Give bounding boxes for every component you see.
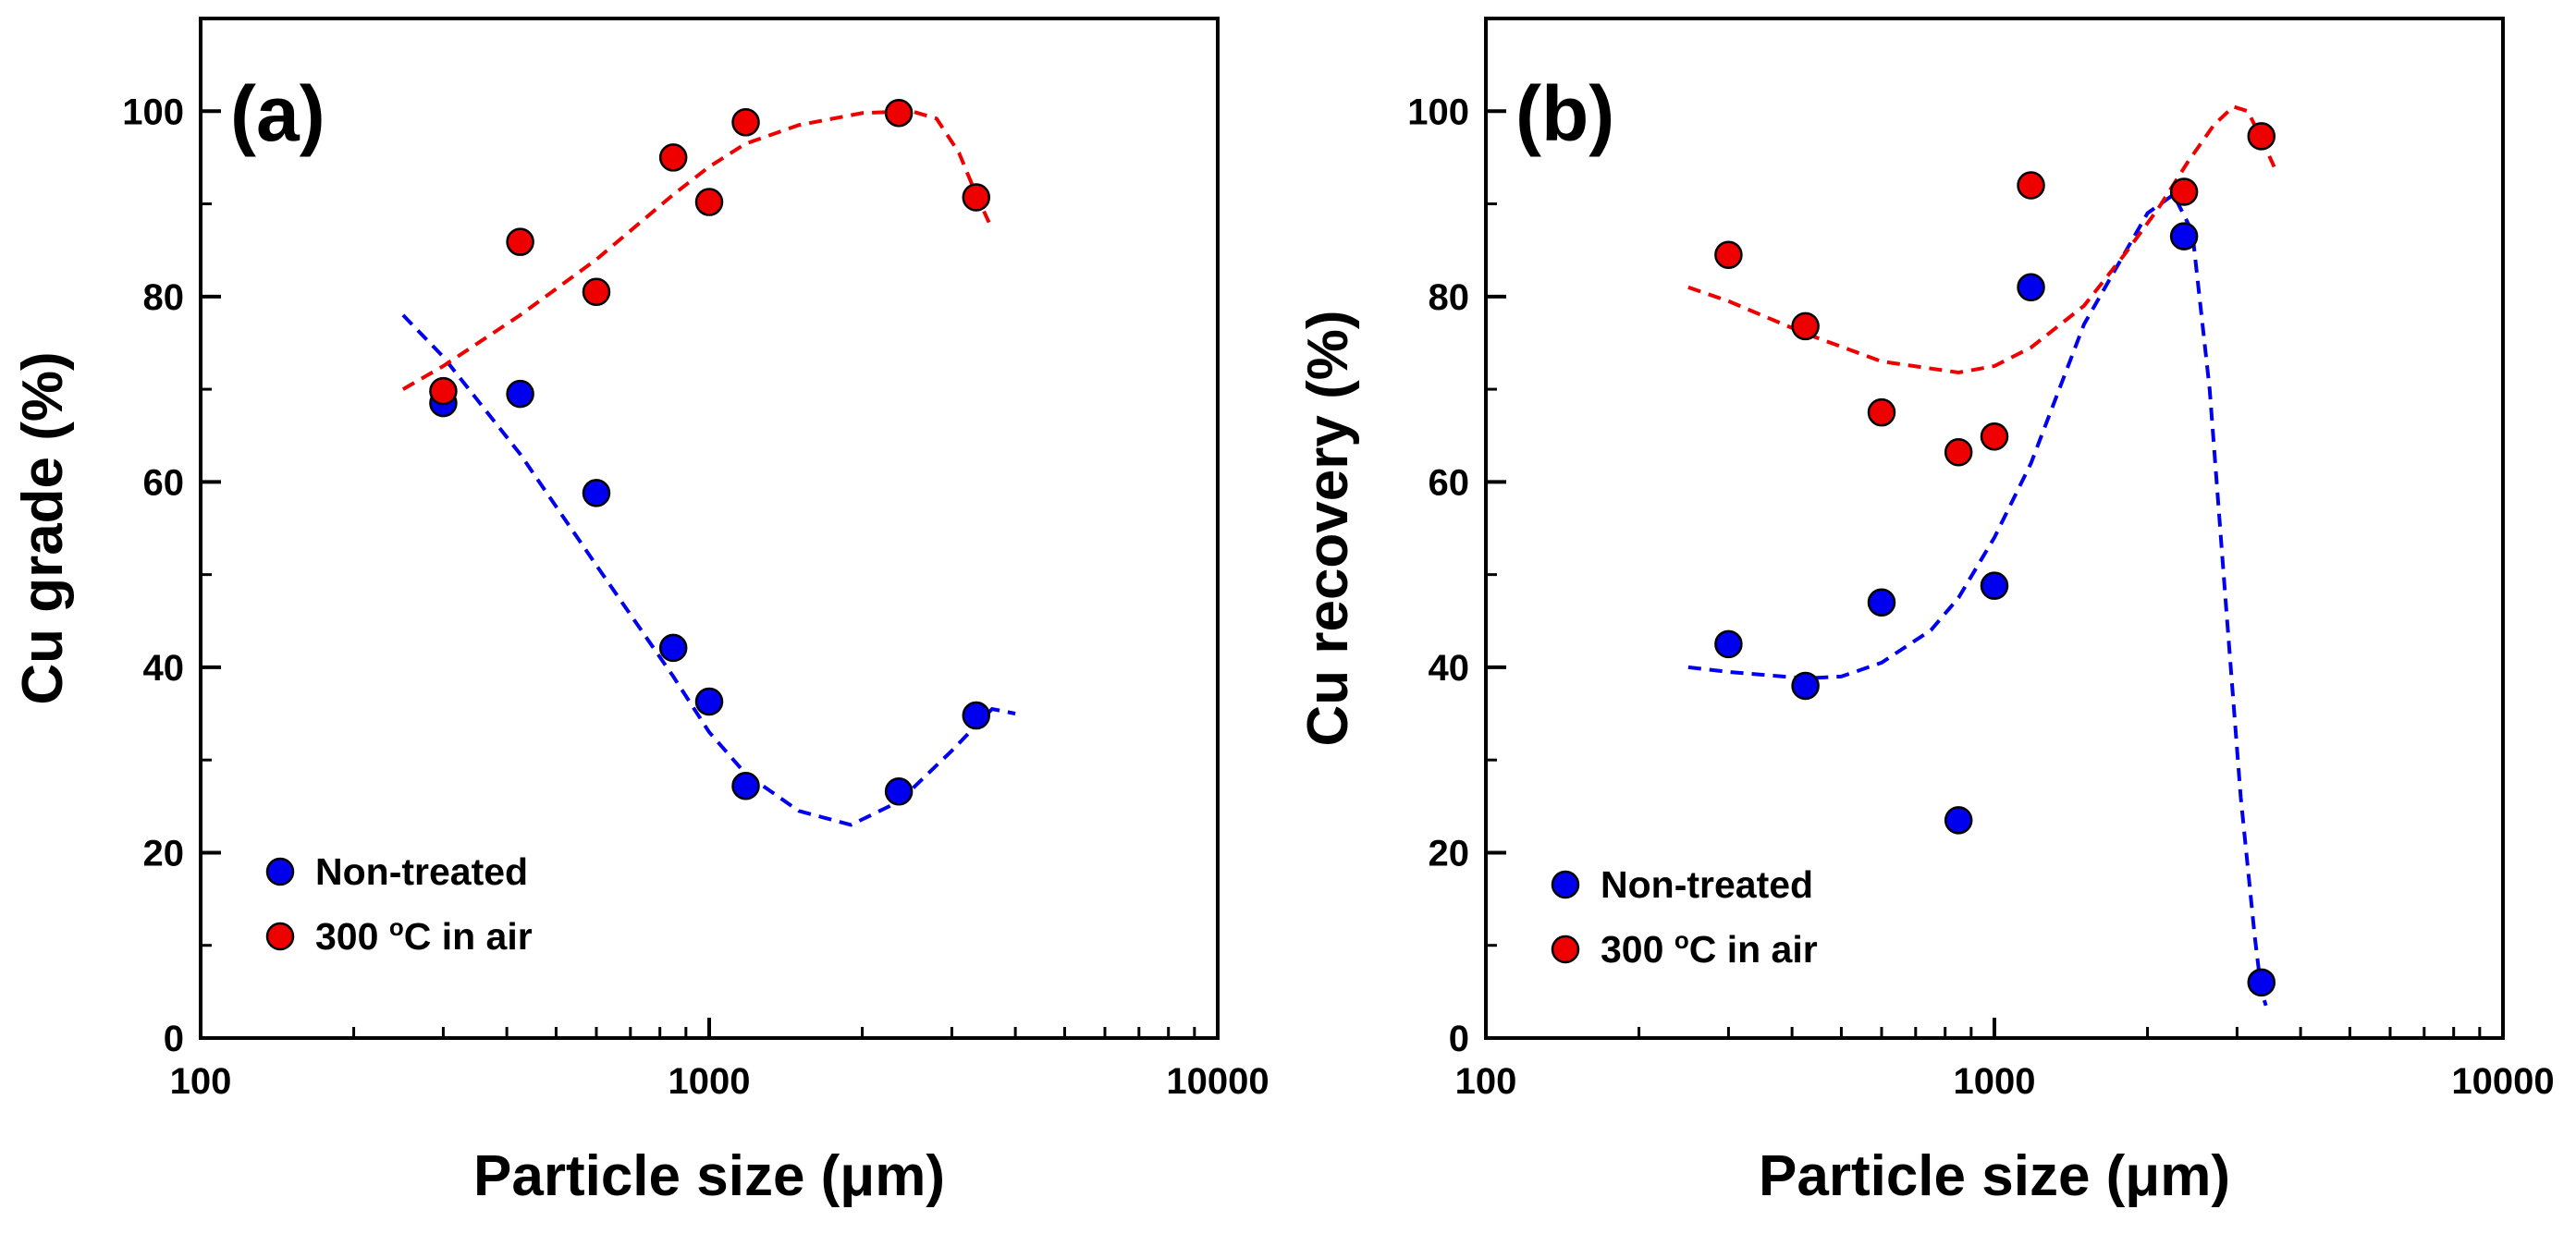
legend-item-treated: 300 oC in air [1551, 926, 1818, 971]
y-tick-label: 60 [143, 462, 185, 503]
treated-data-point [1791, 312, 1820, 341]
non_treated-data-point [1980, 571, 2009, 600]
non_treated-trend-line [1687, 191, 2268, 1007]
treated-data-point [1714, 240, 1743, 269]
treated-data-point [694, 188, 724, 216]
non_treated-data-point [658, 633, 688, 663]
non_treated-data-point [962, 701, 991, 730]
y-tick-label: 20 [1429, 833, 1470, 874]
legend-marker [265, 922, 295, 951]
y-axis-title: Cu recovery (%) [1296, 310, 1360, 746]
y-tick-label: 20 [143, 833, 185, 874]
chart-panel-b: 0 20 40 60 80 100 100 1000 10000 Particle size (μ… [1296, 17, 2555, 1208]
panel-label: (b) [1515, 70, 1614, 157]
treated-trend-line [401, 109, 991, 391]
non_treated-data-point [884, 777, 914, 806]
treated-data-point [1980, 422, 2009, 451]
x-tick-label: 100 [170, 1061, 232, 1102]
x-tick-label: 1000 [669, 1061, 751, 1102]
non_treated-data-point [1714, 629, 1743, 659]
legend-label: 300 oC in air [1601, 926, 1818, 971]
treated-data-point [506, 227, 534, 256]
legend-marker [1551, 935, 1580, 964]
legend-label: 300 oC in air [315, 913, 533, 958]
treated-data-point [429, 376, 458, 406]
legend-label: Non-treated [1601, 863, 1813, 906]
treated-data-point [2169, 177, 2199, 206]
non_treated-data-point [506, 379, 534, 409]
non_treated-trend-line [401, 313, 1016, 827]
legend-label: Non-treated [315, 850, 528, 893]
panel-label: (a) [230, 70, 325, 157]
x-tick-label: 1000 [1954, 1061, 2036, 1102]
non_treated-data-point [2247, 968, 2276, 997]
treated-data-point [884, 99, 914, 128]
y-tick-label: 0 [1449, 1019, 1469, 1059]
treated-data-point [1944, 438, 1973, 467]
treated-data-point [658, 143, 688, 172]
treated-data-point [2017, 171, 2045, 200]
y-axis-title: Cu grade (%) [11, 351, 75, 704]
non_treated-data-point [694, 687, 724, 716]
treated-data-point [1867, 397, 1896, 427]
chart-panel-a: 0 20 40 60 80 100 100 1000 10000 Particle size (μ… [11, 17, 1270, 1208]
treated-data-point [582, 277, 611, 307]
y-tick-label: 80 [1429, 277, 1470, 318]
x-axis-title: Particle size (μm) [1759, 1144, 2230, 1208]
x-tick-label: 100 [1455, 1061, 1517, 1102]
y-tick-label: 60 [1429, 462, 1470, 503]
y-tick-label: 100 [1407, 92, 1469, 132]
y-tick-label: 80 [143, 277, 185, 318]
y-tick-label: 40 [1429, 648, 1470, 689]
non_treated-data-point [582, 479, 611, 507]
y-tick-label: 40 [143, 648, 185, 689]
treated-trend-line [1687, 104, 2276, 375]
treated-data-point [731, 108, 760, 137]
x-tick-label: 10000 [2451, 1061, 2554, 1102]
x-axis-title: Particle size (μm) [473, 1144, 945, 1208]
x-tick-label: 10000 [1166, 1061, 1269, 1102]
y-tick-label: 100 [122, 92, 184, 132]
treated-data-point [962, 183, 991, 212]
treated-data-point [2247, 122, 2276, 151]
legend-marker [265, 857, 295, 886]
non_treated-data-point [1867, 588, 1896, 617]
non_treated-data-point [2017, 273, 2045, 302]
legend-marker [1551, 870, 1580, 899]
legend-item-non_treated: Non-treated [265, 850, 528, 893]
non_treated-data-point [731, 772, 760, 800]
non_treated-data-point [1791, 671, 1820, 701]
legend-item-treated: 300 oC in air [265, 913, 533, 958]
legend-item-non_treated: Non-treated [1551, 863, 1813, 906]
y-tick-label: 0 [164, 1019, 184, 1059]
non_treated-data-point [2169, 222, 2199, 250]
non_treated-data-point [1944, 806, 1973, 835]
